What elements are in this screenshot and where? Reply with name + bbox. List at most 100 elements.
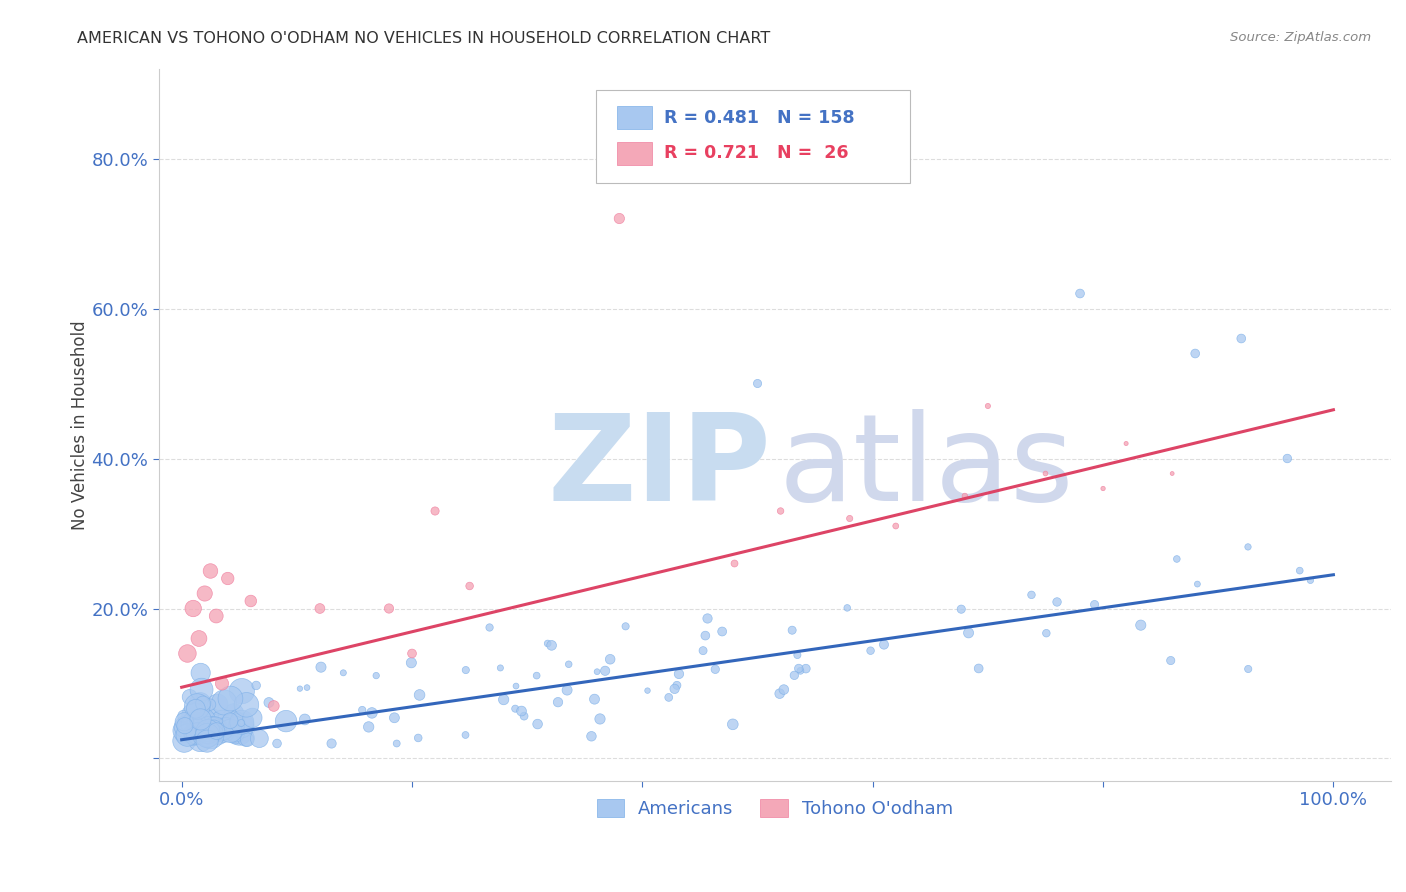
Point: [884, 519, 907, 533]
Point: [224, 714, 246, 728]
Point: [454, 663, 477, 677]
Point: [695, 629, 717, 643]
Point: [288, 681, 311, 696]
Point: [547, 695, 569, 709]
Point: [837, 600, 859, 615]
Bar: [617, 106, 651, 129]
Point: [190, 722, 212, 736]
Point: [215, 718, 238, 732]
Legend: Americans, Tohono O'odham: Americans, Tohono O'odham: [589, 791, 960, 825]
Point: [665, 678, 688, 692]
Point: [201, 721, 224, 735]
Point: [188, 715, 211, 730]
Point: [193, 713, 215, 727]
Point: [1084, 598, 1107, 612]
Point: [191, 714, 214, 728]
Point: [408, 688, 430, 702]
Point: [586, 665, 609, 679]
Point: [197, 729, 219, 743]
Point: [1160, 654, 1182, 668]
Point: [1237, 662, 1260, 676]
Point: [211, 676, 233, 690]
Text: R = 0.721   N =  26: R = 0.721 N = 26: [664, 145, 848, 162]
Point: [173, 719, 195, 733]
Point: [1187, 577, 1209, 591]
Y-axis label: No Vehicles in Household: No Vehicles in Household: [72, 320, 89, 530]
Point: [1035, 467, 1057, 481]
Point: [614, 619, 637, 633]
Point: [239, 594, 262, 608]
Point: [513, 709, 536, 723]
Point: [783, 668, 806, 682]
Point: [332, 665, 354, 680]
Point: [207, 698, 229, 712]
Point: [454, 728, 477, 742]
Point: [191, 723, 214, 738]
Point: [183, 729, 205, 743]
Point: [1237, 540, 1260, 554]
Point: [967, 661, 990, 675]
Point: [711, 624, 734, 639]
Point: [224, 725, 246, 739]
Point: [184, 727, 207, 741]
Point: [194, 706, 217, 721]
Point: [977, 399, 1000, 413]
Point: [794, 662, 817, 676]
Point: [537, 636, 560, 650]
Point: [257, 696, 280, 710]
Point: [231, 715, 253, 730]
Point: [1115, 436, 1137, 450]
Point: [607, 211, 630, 226]
Point: [385, 737, 408, 751]
Point: [200, 723, 222, 737]
Point: [219, 691, 242, 706]
Point: [583, 692, 606, 706]
Point: [242, 711, 264, 725]
Point: [557, 657, 579, 672]
Point: [769, 687, 792, 701]
Point: [423, 504, 446, 518]
Point: [211, 720, 233, 734]
Point: [263, 698, 285, 713]
Point: [173, 709, 195, 723]
Point: [1069, 286, 1091, 301]
Point: [321, 737, 343, 751]
Point: [1277, 451, 1299, 466]
Point: [696, 611, 718, 625]
Point: [186, 699, 208, 714]
Point: [406, 731, 429, 745]
Point: [194, 586, 217, 600]
Point: [540, 639, 562, 653]
Point: [786, 648, 808, 662]
Point: [747, 376, 769, 391]
Point: [247, 731, 270, 746]
Point: [505, 679, 527, 693]
Point: [207, 727, 229, 741]
Point: [357, 720, 380, 734]
Text: AMERICAN VS TOHONO O'ODHAM NO VEHICLES IN HOUSEHOLD CORRELATION CHART: AMERICAN VS TOHONO O'ODHAM NO VEHICLES I…: [77, 31, 770, 46]
Point: [231, 684, 253, 698]
Point: [204, 722, 226, 736]
Point: [769, 504, 792, 518]
Point: [186, 717, 208, 731]
Point: [183, 714, 205, 729]
Point: [950, 602, 973, 616]
Point: [384, 711, 406, 725]
Point: [309, 660, 332, 674]
Point: [187, 723, 209, 738]
Point: [235, 698, 257, 712]
Point: [295, 681, 318, 695]
Point: [235, 731, 257, 745]
Point: [366, 668, 388, 682]
Point: [183, 708, 205, 723]
Point: [205, 724, 228, 739]
Point: [173, 723, 195, 738]
Point: [188, 731, 211, 746]
Point: [202, 722, 225, 736]
Point: [510, 704, 533, 718]
Point: [211, 715, 233, 730]
Point: [658, 690, 681, 705]
Point: [236, 732, 259, 747]
Point: [664, 681, 686, 696]
Point: [173, 714, 195, 729]
